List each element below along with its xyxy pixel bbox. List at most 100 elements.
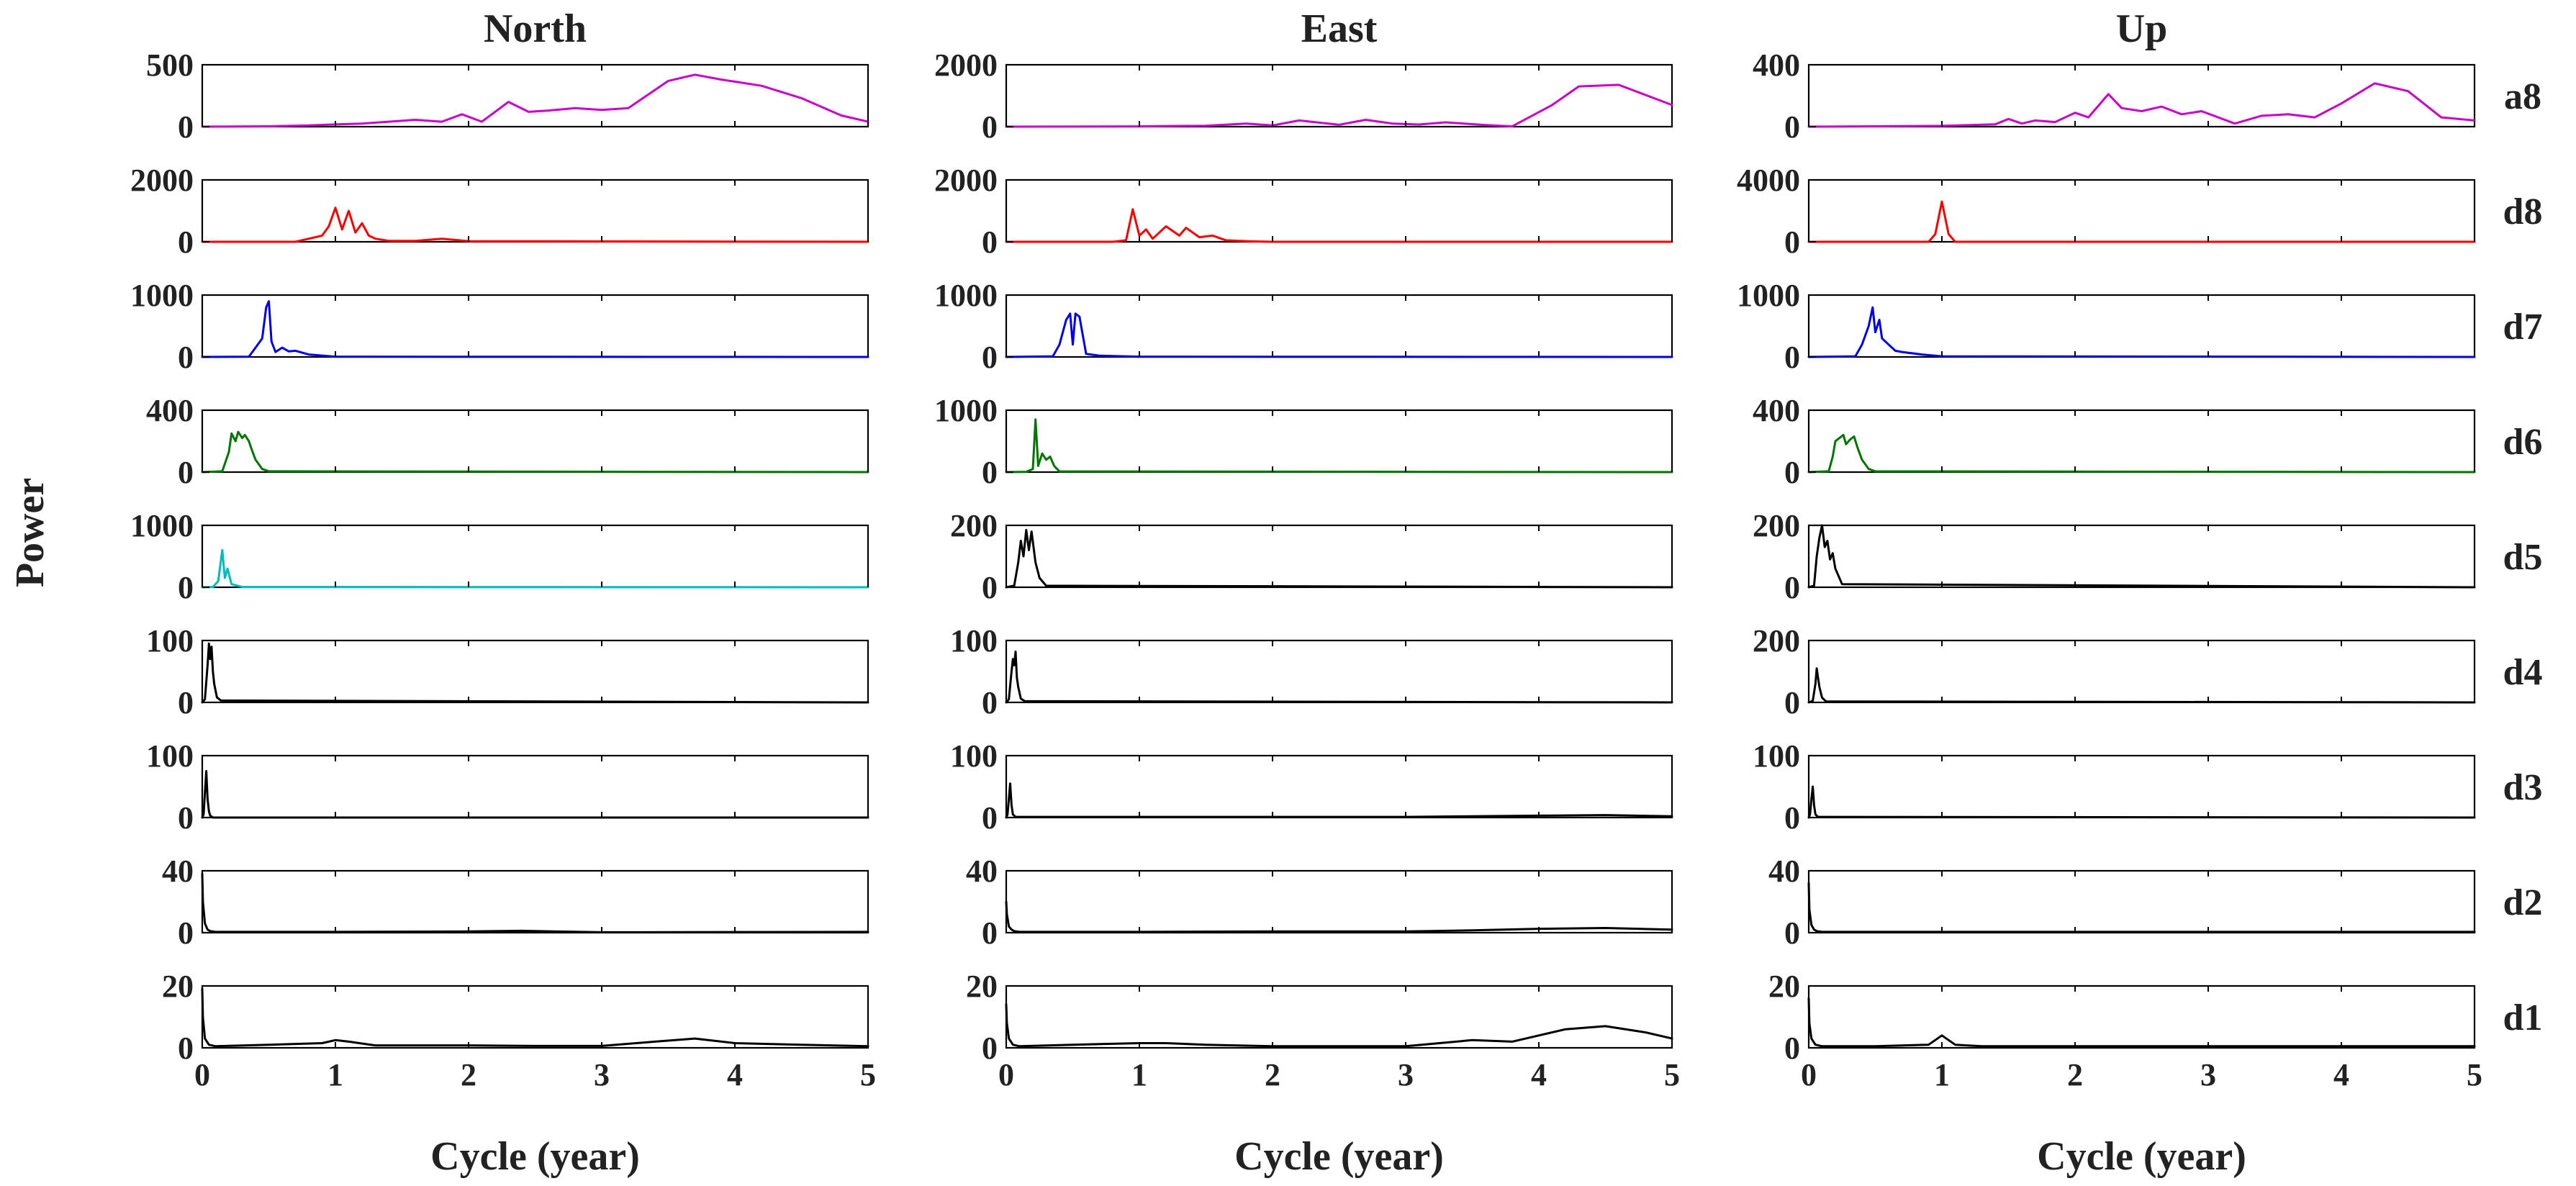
series-line-d7-north: [201, 300, 869, 358]
series-line-d5-up: [1807, 524, 2476, 589]
x-tick-label-east-5: 5: [1664, 1057, 1680, 1092]
series-line-d7-up: [1807, 306, 2476, 358]
panel-frame-d8-east: [1005, 178, 1673, 243]
column-title-east: East: [1301, 6, 1378, 51]
row-label-d5: d5: [2503, 537, 2543, 578]
x-tick-label-up-1: 1: [1934, 1057, 1950, 1092]
y-tick-label-d7-up-1000: 1000: [1737, 278, 1800, 313]
row-label-d1: d1: [2503, 997, 2543, 1038]
y-tick-label-d3-east-0: 0: [982, 800, 998, 836]
panel-frame-d6-east: [1005, 409, 1673, 474]
y-tick-label-d4-east-0: 0: [982, 685, 998, 720]
panel-frame-a8-north: [201, 63, 869, 128]
y-tick-label-d1-up-0: 0: [1784, 1031, 1800, 1066]
series-line-a8-up: [1807, 82, 2476, 128]
y-tick-label-d1-up-20: 20: [1768, 969, 1800, 1004]
panel-frame-d1-east: [1005, 984, 1673, 1049]
series-line-d2-east: [1005, 900, 1673, 933]
x-tick-label-up-5: 5: [2467, 1057, 2482, 1092]
figure-labels: Power North East Up a8 d8 d7 d6 d5 d4 d3 d2 d1 Cycle…: [8, 6, 2542, 1179]
x-tick-label-east-4: 4: [1531, 1057, 1547, 1092]
x-tick-label-north-1: 1: [327, 1057, 343, 1092]
row-label-a8: a8: [2504, 76, 2541, 117]
x-axis-label-up: Cycle (year): [2037, 1134, 2246, 1179]
panel-frame-d3-north: [201, 754, 869, 819]
y-tick-label-d8-east-2000: 2000: [934, 163, 998, 198]
x-tick-label-east-0: 0: [998, 1057, 1014, 1092]
series-line-d7-east: [1005, 312, 1673, 358]
x-tick-label-up-2: 2: [2067, 1057, 2083, 1092]
y-tick-label-d3-up-0: 0: [1784, 800, 1800, 836]
y-tick-label-d5-east-0: 0: [982, 570, 998, 605]
y-tick-label-d4-up-200: 200: [1753, 623, 1800, 658]
row-label-d6: d6: [2503, 422, 2543, 463]
panel-frame-d6-up: [1807, 409, 2476, 474]
series-line-a8-north: [201, 73, 869, 128]
series-line-d5-north: [201, 548, 869, 589]
y-tick-label-d8-up-0: 0: [1784, 225, 1800, 260]
y-tick-label-d4-north-0: 0: [178, 685, 194, 720]
y-tick-label-d6-north-0: 0: [178, 455, 194, 490]
x-tick-label-up-4: 4: [2333, 1057, 2349, 1092]
x-tick-label-east-1: 1: [1131, 1057, 1147, 1092]
x-axis-label-east: Cycle (year): [1234, 1134, 1444, 1179]
panel-frame-a8-east: [1005, 63, 1673, 128]
y-tick-label-d8-north-2000: 2000: [130, 163, 194, 198]
y-tick-label-d5-up-200: 200: [1753, 508, 1800, 543]
x-tick-label-north-4: 4: [727, 1057, 743, 1092]
y-tick-label-d7-north-1000: 1000: [130, 278, 194, 313]
y-tick-label-d3-north-100: 100: [146, 738, 194, 774]
panel-frame-d7-east: [1005, 294, 1673, 358]
panel-frame-d4-up: [1807, 639, 2476, 704]
panel-frame-d8-north: [201, 178, 869, 243]
series-line-d6-up: [1807, 433, 2476, 474]
y-tick-label-d5-east-200: 200: [950, 508, 998, 543]
y-tick-label-d5-north-1000: 1000: [130, 508, 194, 543]
series-line-d1-north: [201, 987, 869, 1048]
series-line-d8-east: [1005, 208, 1673, 243]
y-tick-label-d6-north-400: 400: [146, 393, 194, 428]
series-line-d4-east: [1005, 651, 1673, 704]
panel-frame-d3-east: [1005, 754, 1673, 819]
series-line-d1-up: [1807, 997, 2476, 1048]
panel-frame-d5-east: [1005, 524, 1673, 589]
y-tick-label-a8-up-0: 0: [1784, 109, 1800, 145]
row-label-d7: d7: [2503, 307, 2543, 348]
x-tick-label-east-3: 3: [1398, 1057, 1414, 1092]
series-line-d8-north: [201, 207, 869, 243]
y-tick-label-d4-east-100: 100: [950, 623, 998, 658]
y-tick-label-d7-north-0: 0: [178, 340, 194, 375]
column-title-up: Up: [2116, 6, 2168, 51]
panel-frames: [201, 63, 2476, 1049]
series-line-d4-up: [1807, 667, 2476, 704]
x-tick-label-up-0: 0: [1801, 1057, 1817, 1092]
y-tick-label-d4-north-100: 100: [146, 623, 194, 658]
panel-frame-d5-up: [1807, 524, 2476, 589]
x-axis-label-north: Cycle (year): [430, 1134, 640, 1179]
y-tick-label-d1-north-20: 20: [162, 969, 194, 1004]
y-tick-label-d6-up-0: 0: [1784, 455, 1800, 490]
series-line-d3-east: [1005, 782, 1673, 819]
x-tick-label-east-2: 2: [1265, 1057, 1280, 1092]
y-tick-label-d2-up-40: 40: [1768, 854, 1800, 889]
y-tick-label-d6-east-0: 0: [982, 455, 998, 490]
y-tick-label-a8-north-0: 0: [178, 109, 194, 145]
y-tick-label-d6-east-1000: 1000: [934, 393, 998, 428]
y-tick-label-d2-north-0: 0: [178, 915, 194, 951]
y-tick-label-d6-up-400: 400: [1753, 393, 1800, 428]
row-label-d8: d8: [2503, 191, 2543, 232]
y-tick-label-d1-east-0: 0: [982, 1031, 998, 1066]
panel-frame-d4-east: [1005, 639, 1673, 704]
y-tick-label-d3-north-0: 0: [178, 800, 194, 836]
panel-frame-d5-north: [201, 524, 869, 589]
series-line-d6-east: [1005, 418, 1673, 474]
x-tick-label-north-3: 3: [594, 1057, 610, 1092]
y-tick-label-d2-north-40: 40: [162, 854, 194, 889]
series-line-d1-east: [1005, 1003, 1673, 1048]
y-tick-label-d7-up-0: 0: [1784, 340, 1800, 375]
y-tick-label-d2-up-0: 0: [1784, 915, 1800, 951]
y-tick-label-d2-east-0: 0: [982, 915, 998, 951]
y-tick-label-d5-up-0: 0: [1784, 570, 1800, 605]
y-tick-label-d3-up-100: 100: [1753, 738, 1800, 774]
y-tick-label-d2-east-40: 40: [966, 854, 998, 889]
